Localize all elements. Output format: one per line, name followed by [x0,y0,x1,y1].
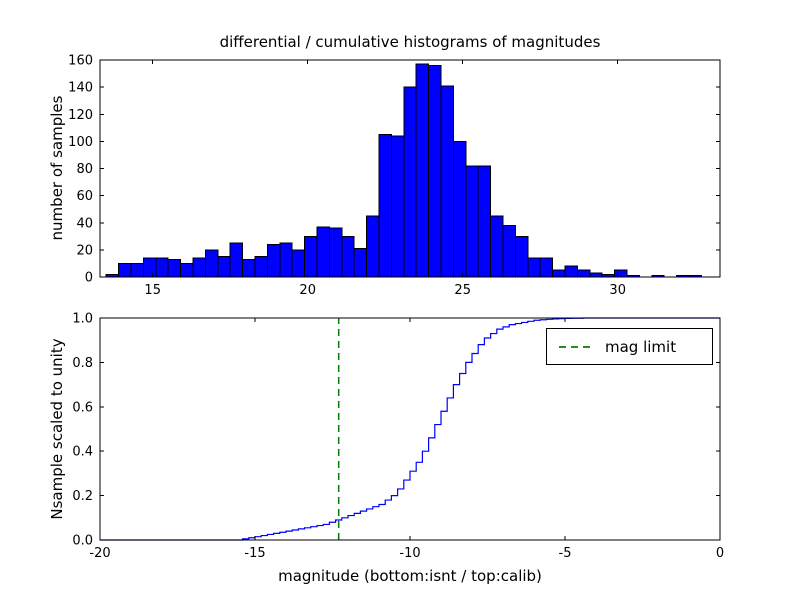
histogram-bar [229,242,244,278]
histogram-bar [279,242,293,278]
histogram-bar [242,258,256,278]
y-tick-label: 0 [85,271,93,286]
histogram-bar [155,257,169,278]
histogram-bar [502,224,516,278]
histogram-bar [465,165,479,278]
x-tick-label: 15 [144,283,161,298]
histogram-bar [390,135,405,278]
histogram-bar [304,235,318,278]
histogram-bar [328,227,343,278]
y-tick-label: 0.2 [72,489,93,504]
histogram-bar [527,257,541,278]
histogram-bar [316,226,330,278]
legend-label: mag limit [605,337,677,356]
x-tick-label: -15 [244,546,265,561]
y-tick-label: 40 [76,216,93,231]
histogram-bar [118,262,132,278]
y-tick-label: 1.0 [72,312,93,327]
histogram-bar [204,249,219,278]
histogram-bar [415,63,430,278]
histogram-bar [167,258,182,278]
top-y-axis-label: number of samples [48,95,66,241]
histogram-bar [353,248,368,278]
histogram-bar [452,140,467,278]
histogram-bar [266,243,281,278]
x-axis-label: magnitude (bottom:isnt / top:calib) [278,567,542,585]
histogram-bars [105,63,702,278]
y-tick-label: 0.4 [72,445,93,460]
y-tick-label: 100 [68,135,93,150]
histogram-bar [130,262,144,278]
chart-title: differential / cumulative histograms of … [219,33,601,51]
histogram-bar [514,235,529,278]
y-tick-label: 0.6 [72,400,93,415]
y-tick-label: 20 [76,243,93,258]
histogram-bar [440,85,454,278]
legend: mag limit [546,328,713,365]
histogram-bar [192,257,206,278]
y-tick-label: 0.0 [72,534,93,549]
bottom-y-axis-label: Nsample scaled to unity [48,338,66,520]
x-tick-label: 20 [299,283,316,298]
histogram-bar [366,215,380,278]
histogram-bar [552,269,566,278]
x-tick-label: -5 [559,546,572,561]
y-tick-label: 120 [68,108,93,123]
top-axes: 15 20 25 30 0 20 40 60 80 100 120 140 160 [68,54,721,298]
y-tick-label: 140 [68,81,93,96]
legend-dashed-line-icon [559,345,593,348]
histogram-bar [490,215,504,278]
x-tick-label: 25 [454,283,471,298]
histogram-bar [378,134,392,278]
histogram-bar [341,235,355,278]
y-tick-label: 160 [68,54,93,69]
histogram-bar [217,256,231,278]
histogram-bar [142,257,157,278]
x-tick-label: -20 [89,546,110,561]
y-tick-label: 80 [76,162,93,177]
histogram-bar [403,86,417,278]
histogram-bar [564,265,578,278]
histogram-bar [428,64,442,278]
x-tick-label: 0 [716,546,724,561]
histogram-bar [576,269,591,278]
bottom-axes: -20 -15 -10 -5 0 0.0 0.2 0.4 0.6 0.8 1.0 [72,312,724,562]
y-tick-label: 0.8 [72,356,93,371]
cdf-line [100,317,720,541]
y-tick-label: 60 [76,189,93,204]
x-tick-label: 30 [609,283,626,298]
histogram-bar [539,257,554,278]
histogram-bar [477,165,492,278]
histogram-bar [614,269,628,278]
histogram-bar [180,262,194,278]
histogram-bar [589,272,603,278]
x-tick-label: -10 [399,546,420,561]
histogram-bar [291,249,306,278]
histogram-bar [254,256,268,278]
